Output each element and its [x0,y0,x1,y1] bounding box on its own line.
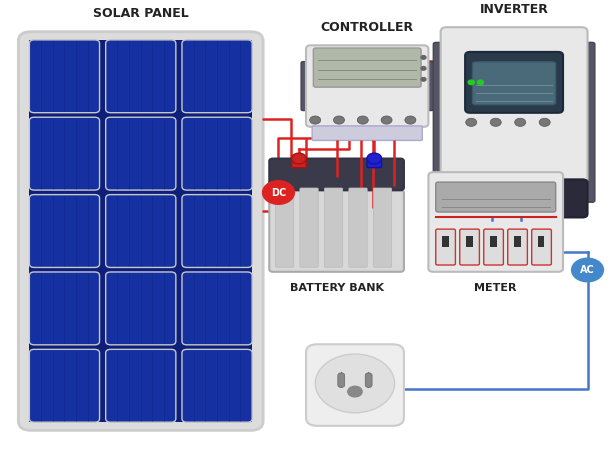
Circle shape [421,67,426,70]
Circle shape [477,80,483,85]
FancyBboxPatch shape [483,229,504,265]
FancyBboxPatch shape [460,229,479,265]
FancyBboxPatch shape [312,126,422,140]
FancyBboxPatch shape [306,344,404,426]
Circle shape [515,118,526,126]
FancyBboxPatch shape [291,161,306,168]
Bar [442,236,449,247]
FancyBboxPatch shape [441,179,588,217]
FancyBboxPatch shape [338,373,345,387]
Circle shape [367,153,382,164]
FancyBboxPatch shape [182,195,252,267]
Text: INVERTER: INVERTER [480,3,548,16]
Circle shape [572,258,603,282]
Circle shape [421,56,426,59]
FancyBboxPatch shape [313,48,421,87]
FancyBboxPatch shape [106,272,176,345]
Circle shape [291,153,306,164]
FancyBboxPatch shape [472,62,556,105]
Circle shape [421,77,426,81]
FancyBboxPatch shape [106,40,176,113]
Text: CONTROLLER: CONTROLLER [321,21,414,34]
Circle shape [357,116,368,124]
Circle shape [405,116,416,124]
FancyBboxPatch shape [349,188,367,267]
Text: DC: DC [271,188,286,198]
Circle shape [315,354,395,413]
Circle shape [468,80,474,85]
FancyBboxPatch shape [275,188,294,267]
Text: SOLAR PANEL: SOLAR PANEL [93,7,188,20]
FancyBboxPatch shape [436,229,455,265]
FancyBboxPatch shape [269,159,404,190]
FancyBboxPatch shape [306,45,428,127]
FancyBboxPatch shape [29,40,100,113]
FancyBboxPatch shape [29,349,100,422]
FancyBboxPatch shape [427,62,433,111]
Bar [490,236,496,247]
Text: METER: METER [474,283,517,293]
FancyBboxPatch shape [428,172,563,272]
Text: BATTERY BANK: BATTERY BANK [289,283,384,293]
FancyBboxPatch shape [532,229,551,265]
FancyBboxPatch shape [301,62,307,111]
Circle shape [348,386,362,397]
FancyBboxPatch shape [106,349,176,422]
Text: AC: AC [580,265,595,275]
FancyBboxPatch shape [441,27,588,183]
Circle shape [310,116,321,124]
FancyBboxPatch shape [365,373,372,387]
FancyBboxPatch shape [106,117,176,190]
FancyBboxPatch shape [300,188,318,267]
FancyBboxPatch shape [182,272,252,345]
FancyBboxPatch shape [18,32,263,430]
FancyBboxPatch shape [586,43,595,202]
FancyBboxPatch shape [269,190,404,272]
Bar [537,236,545,247]
FancyBboxPatch shape [367,161,382,168]
FancyBboxPatch shape [182,349,252,422]
FancyBboxPatch shape [373,188,392,267]
FancyBboxPatch shape [182,40,252,113]
Bar [513,236,520,247]
FancyBboxPatch shape [106,195,176,267]
Circle shape [539,118,550,126]
Circle shape [381,116,392,124]
Circle shape [490,118,501,126]
FancyBboxPatch shape [465,52,563,113]
Bar [466,236,472,247]
FancyBboxPatch shape [182,117,252,190]
Circle shape [263,181,294,204]
Bar [29,40,252,422]
FancyBboxPatch shape [324,188,343,267]
Circle shape [334,116,345,124]
FancyBboxPatch shape [436,182,556,212]
FancyBboxPatch shape [29,195,100,267]
FancyBboxPatch shape [29,272,100,345]
FancyBboxPatch shape [433,43,442,202]
FancyBboxPatch shape [29,117,100,190]
FancyBboxPatch shape [508,229,528,265]
Circle shape [466,118,477,126]
